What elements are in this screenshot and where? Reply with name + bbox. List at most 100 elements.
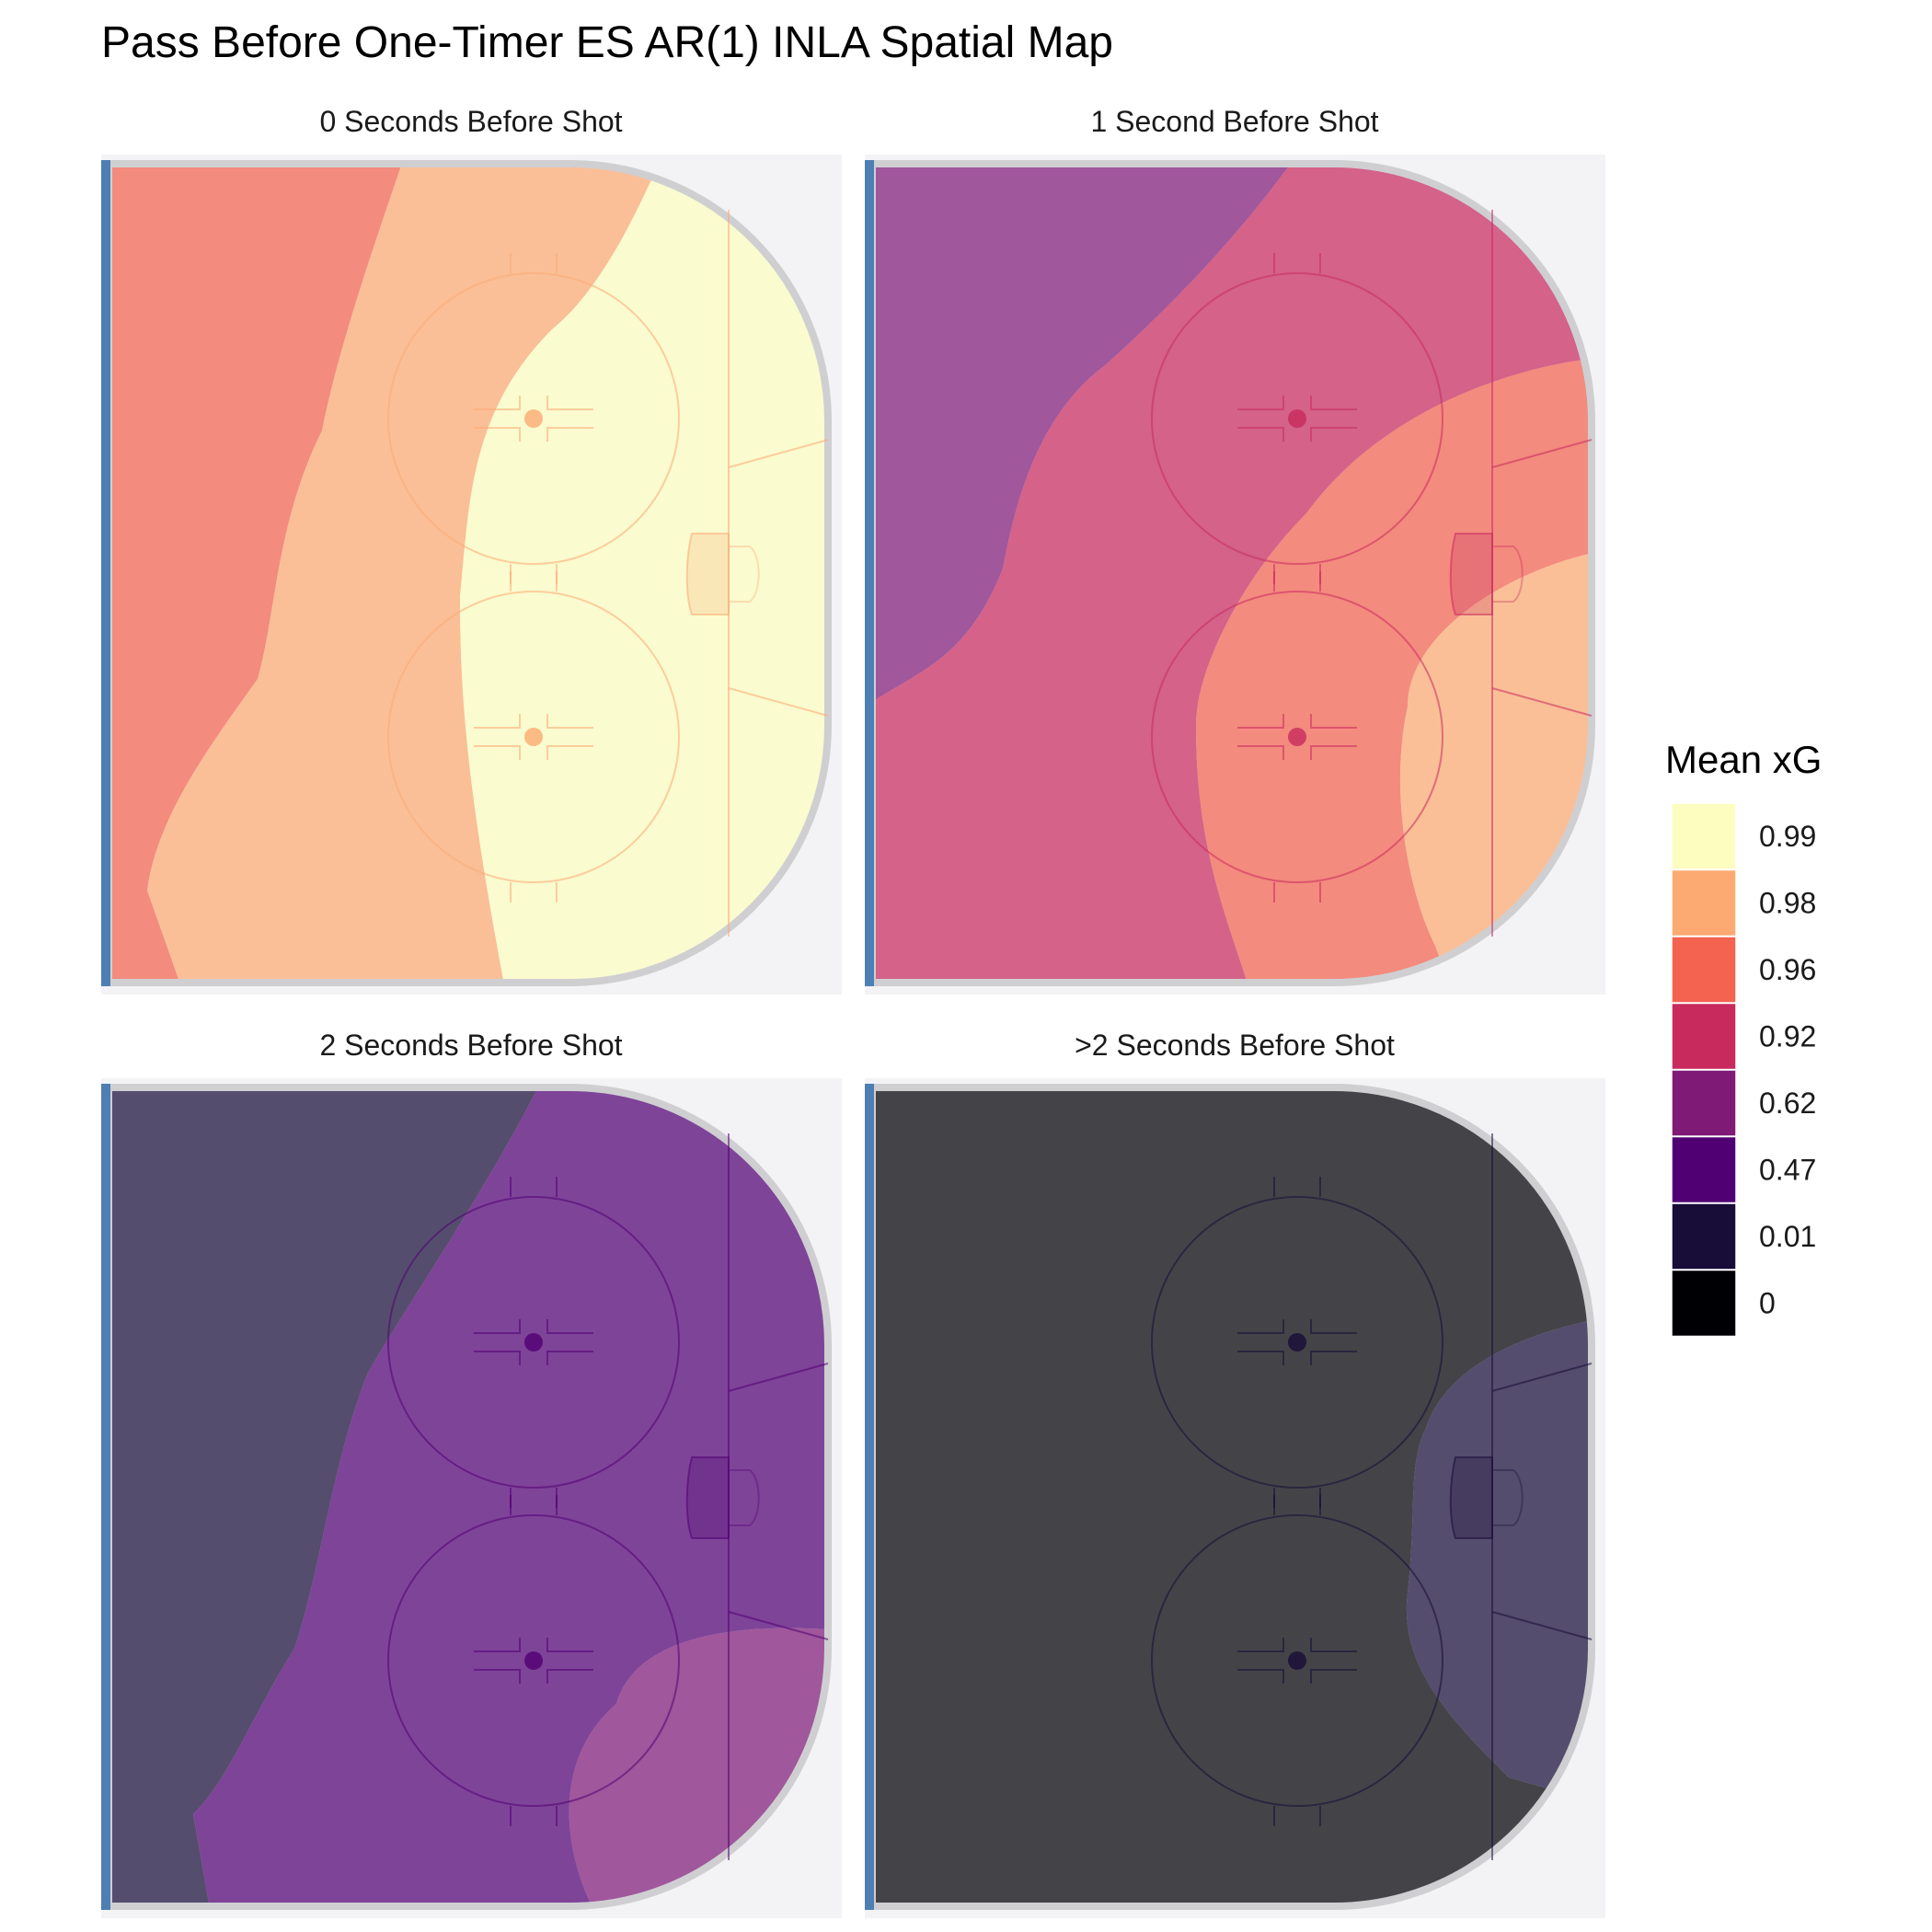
faceoff-circle <box>1151 1514 1443 1807</box>
region-0.99 <box>460 164 828 983</box>
goal-crease <box>1449 533 1493 615</box>
panel-0 <box>101 155 842 995</box>
legend-label: 0.47 <box>1759 1154 1816 1187</box>
spot-l-mark <box>1310 745 1357 760</box>
goal-crease <box>685 533 730 615</box>
spot-l-mark <box>1310 396 1357 410</box>
heat-regions <box>109 1087 828 1906</box>
faceoff-spot <box>524 409 543 428</box>
spot-l-mark <box>1237 427 1284 442</box>
legend-key <box>1671 802 1737 870</box>
legend-keys: 0.99 0.98 0.96 0.92 0.62 0.47 0.01 0 <box>1671 802 1816 1338</box>
spot-l-mark <box>1237 1638 1284 1652</box>
spot-l-mark <box>1237 745 1284 760</box>
trapezoid-line <box>1491 1611 1593 1640</box>
spot-l-mark <box>1237 396 1284 410</box>
heat-regions <box>109 164 828 983</box>
spot-l-mark <box>474 714 521 729</box>
blue-line <box>101 1084 110 1910</box>
legend-key <box>1671 1069 1737 1137</box>
spot-l-mark <box>546 396 593 410</box>
region-0.96 <box>1196 357 1592 983</box>
legend-label: 0.96 <box>1759 953 1816 986</box>
panel-title-1: 1 Second Before Shot <box>1090 105 1378 138</box>
panel-2 <box>101 1078 842 1918</box>
spot-l-mark <box>546 1319 593 1334</box>
faceoff-spot <box>1288 409 1306 428</box>
spot-l-mark <box>546 1669 593 1684</box>
trapezoid-line <box>1491 1363 1593 1392</box>
faceoff-spot <box>1288 728 1306 746</box>
region-0.47 <box>193 1087 828 1906</box>
goal-crease <box>1449 1456 1493 1539</box>
region-0.96 <box>109 164 405 983</box>
chart-title: Pass Before One-Timer ES AR(1) INLA Spat… <box>101 18 1113 67</box>
rink-boards <box>105 160 832 986</box>
spot-l-mark <box>474 1638 521 1652</box>
region-0.01 <box>1406 1317 1592 1805</box>
legend-label: 0 <box>1759 1287 1776 1320</box>
blue-line <box>101 160 110 986</box>
goal-net <box>729 546 760 603</box>
panels-layer <box>101 155 1605 1918</box>
spot-l-mark <box>546 1638 593 1652</box>
legend-label: 0.62 <box>1759 1087 1816 1120</box>
trapezoid-line <box>1491 687 1593 717</box>
spot-l-mark <box>546 1351 593 1365</box>
spot-l-mark <box>1237 714 1284 729</box>
trapezoid-line <box>728 1363 829 1392</box>
panel-title-0: 0 Seconds Before Shot <box>319 105 622 138</box>
trapezoid-line <box>728 1611 829 1640</box>
panel-3 <box>865 1078 1605 1918</box>
spot-l-mark <box>474 1351 521 1365</box>
legend-label: 0.01 <box>1759 1220 1816 1253</box>
legend-label: 0.99 <box>1759 820 1816 853</box>
panel-title-3: >2 Seconds Before Shot <box>1075 1029 1395 1062</box>
goal-net <box>1492 546 1524 603</box>
legend-key <box>1671 1135 1737 1204</box>
region-0.92 <box>872 164 1592 983</box>
rink-boards <box>868 1084 1595 1910</box>
goal-crease <box>685 1456 730 1539</box>
region-0 <box>872 1087 1592 1906</box>
faceoff-circle <box>387 1196 680 1489</box>
legend-title: Mean xG <box>1665 738 1822 781</box>
faceoff-spot <box>1288 1651 1306 1670</box>
faceoff-spot <box>524 1651 543 1670</box>
faceoff-circle <box>387 591 680 883</box>
blue-line <box>865 160 874 986</box>
spot-l-mark <box>474 1669 521 1684</box>
legend-key <box>1671 1269 1737 1338</box>
legend-key <box>1671 868 1737 937</box>
rink-boards <box>105 1084 832 1910</box>
faceoff-circle <box>387 1514 680 1807</box>
spot-l-mark <box>474 1319 521 1334</box>
spot-l-mark <box>474 396 521 410</box>
heat-regions <box>872 164 1592 983</box>
spot-l-mark <box>1237 1319 1284 1334</box>
panel-title-2: 2 Seconds Before Shot <box>319 1029 622 1062</box>
region-0.62 <box>872 164 1297 707</box>
spot-l-mark <box>1237 1669 1284 1684</box>
faceoff-circle <box>1151 591 1443 883</box>
spot-l-mark <box>1310 1351 1357 1365</box>
region-0.01 <box>109 1087 543 1906</box>
rink-boards <box>868 160 1595 986</box>
legend-key <box>1671 1002 1737 1071</box>
spot-l-mark <box>1310 714 1357 729</box>
panel-1 <box>865 155 1605 995</box>
spot-l-mark <box>1237 1351 1284 1365</box>
faceoff-circle <box>387 272 680 565</box>
spot-l-mark <box>474 427 521 442</box>
trapezoid-line <box>1491 439 1593 468</box>
spot-l-mark <box>1310 1669 1357 1684</box>
blue-line <box>865 1084 874 1910</box>
region-0.98 <box>147 164 662 983</box>
spot-l-mark <box>474 745 521 760</box>
legend-label: 0.92 <box>1759 1020 1816 1053</box>
faceoff-spot <box>524 728 543 746</box>
legend-label: 0.98 <box>1759 887 1816 920</box>
spot-l-mark <box>1310 427 1357 442</box>
spot-l-mark <box>546 714 593 729</box>
